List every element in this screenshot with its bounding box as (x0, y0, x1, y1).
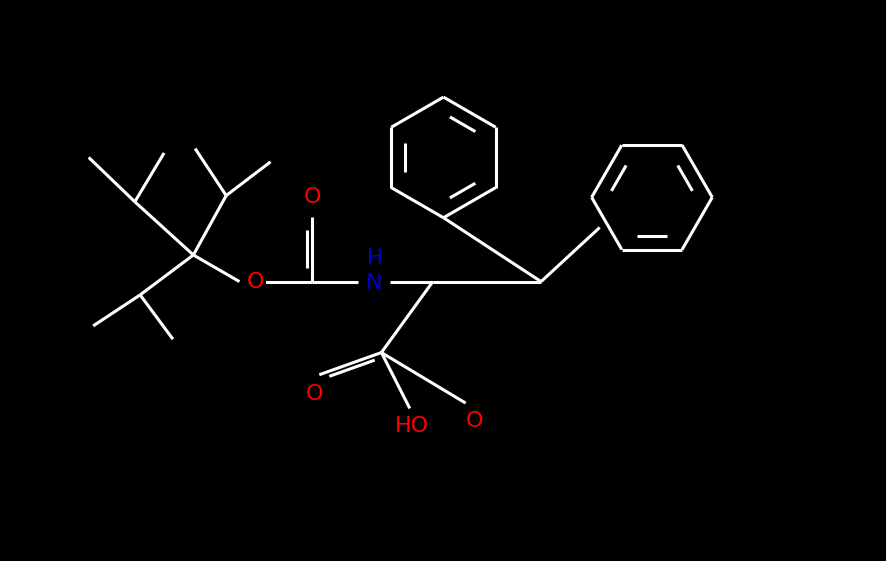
Text: HO: HO (394, 416, 428, 436)
Text: N: N (366, 273, 382, 293)
Text: O: O (306, 384, 323, 404)
Text: H: H (366, 247, 382, 268)
Text: O: O (465, 411, 483, 431)
Text: O: O (303, 187, 321, 208)
Text: O: O (246, 272, 264, 292)
